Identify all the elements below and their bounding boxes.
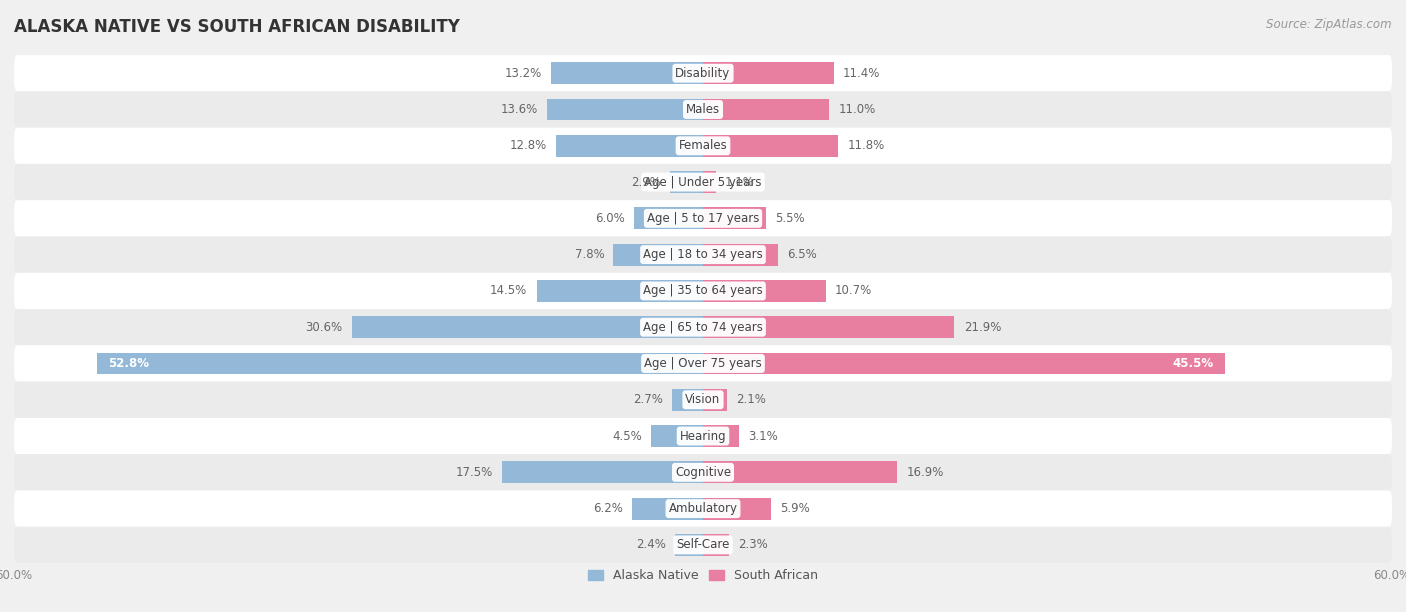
FancyBboxPatch shape [14,345,1392,382]
Bar [551,62,703,84]
Text: Age | Under 5 years: Age | Under 5 years [644,176,762,188]
Bar [703,244,778,266]
Text: Age | Over 75 years: Age | Over 75 years [644,357,762,370]
Text: Source: ZipAtlas.com: Source: ZipAtlas.com [1267,18,1392,31]
Text: Age | 5 to 17 years: Age | 5 to 17 years [647,212,759,225]
Text: 5.5%: 5.5% [775,212,806,225]
Text: 11.0%: 11.0% [838,103,876,116]
Text: 6.2%: 6.2% [593,502,623,515]
Bar [502,461,703,483]
Text: Self-Care: Self-Care [676,539,730,551]
Text: 16.9%: 16.9% [907,466,943,479]
Text: 4.5%: 4.5% [613,430,643,442]
Bar [703,389,727,411]
Text: ALASKA NATIVE VS SOUTH AFRICAN DISABILITY: ALASKA NATIVE VS SOUTH AFRICAN DISABILIT… [14,18,460,36]
Legend: Alaska Native, South African: Alaska Native, South African [583,564,823,588]
Text: 2.4%: 2.4% [637,539,666,551]
Text: 13.6%: 13.6% [501,103,537,116]
Text: 45.5%: 45.5% [1173,357,1213,370]
Bar [352,316,703,338]
Text: Males: Males [686,103,720,116]
Text: Age | 65 to 74 years: Age | 65 to 74 years [643,321,763,334]
Text: 12.8%: 12.8% [509,140,547,152]
FancyBboxPatch shape [14,454,1392,490]
Text: 17.5%: 17.5% [456,466,494,479]
Text: 30.6%: 30.6% [305,321,343,334]
Text: Ambulatory: Ambulatory [668,502,738,515]
Bar [672,389,703,411]
Text: 6.0%: 6.0% [595,212,624,225]
FancyBboxPatch shape [14,382,1392,418]
Bar [675,534,703,556]
FancyBboxPatch shape [14,128,1392,164]
FancyBboxPatch shape [14,490,1392,527]
Text: Age | 35 to 64 years: Age | 35 to 64 years [643,285,763,297]
Text: 11.8%: 11.8% [848,140,884,152]
Bar [613,244,703,266]
Text: 5.9%: 5.9% [780,502,810,515]
Text: 6.5%: 6.5% [787,248,817,261]
Text: 10.7%: 10.7% [835,285,872,297]
Text: 11.4%: 11.4% [844,67,880,80]
Text: 2.7%: 2.7% [633,394,662,406]
Text: Hearing: Hearing [679,430,727,442]
Bar [703,425,738,447]
Bar [537,280,703,302]
Text: 2.3%: 2.3% [738,539,768,551]
Bar [555,135,703,157]
Text: 14.5%: 14.5% [491,285,527,297]
Text: 52.8%: 52.8% [108,357,149,370]
FancyBboxPatch shape [14,164,1392,200]
Text: Disability: Disability [675,67,731,80]
Bar [651,425,703,447]
Text: 1.1%: 1.1% [725,176,755,188]
Bar [703,99,830,121]
FancyBboxPatch shape [14,527,1392,563]
Text: 2.9%: 2.9% [631,176,661,188]
Bar [634,207,703,230]
Bar [703,280,825,302]
Text: Age | 18 to 34 years: Age | 18 to 34 years [643,248,763,261]
Bar [703,62,834,84]
Bar [703,135,838,157]
FancyBboxPatch shape [14,91,1392,128]
Bar [703,207,766,230]
Bar [703,171,716,193]
FancyBboxPatch shape [14,309,1392,345]
Text: 13.2%: 13.2% [505,67,543,80]
Bar [703,461,897,483]
Bar [97,353,703,375]
FancyBboxPatch shape [14,55,1392,91]
Text: 2.1%: 2.1% [737,394,766,406]
Text: 7.8%: 7.8% [575,248,605,261]
FancyBboxPatch shape [14,200,1392,236]
Text: Cognitive: Cognitive [675,466,731,479]
Text: 21.9%: 21.9% [963,321,1001,334]
Text: 3.1%: 3.1% [748,430,778,442]
FancyBboxPatch shape [14,273,1392,309]
FancyBboxPatch shape [14,236,1392,273]
Bar [631,498,703,520]
Bar [703,534,730,556]
Text: Vision: Vision [685,394,721,406]
Bar [703,353,1226,375]
Bar [703,498,770,520]
Bar [669,171,703,193]
FancyBboxPatch shape [14,418,1392,454]
Bar [703,316,955,338]
Text: Females: Females [679,140,727,152]
Bar [547,99,703,121]
